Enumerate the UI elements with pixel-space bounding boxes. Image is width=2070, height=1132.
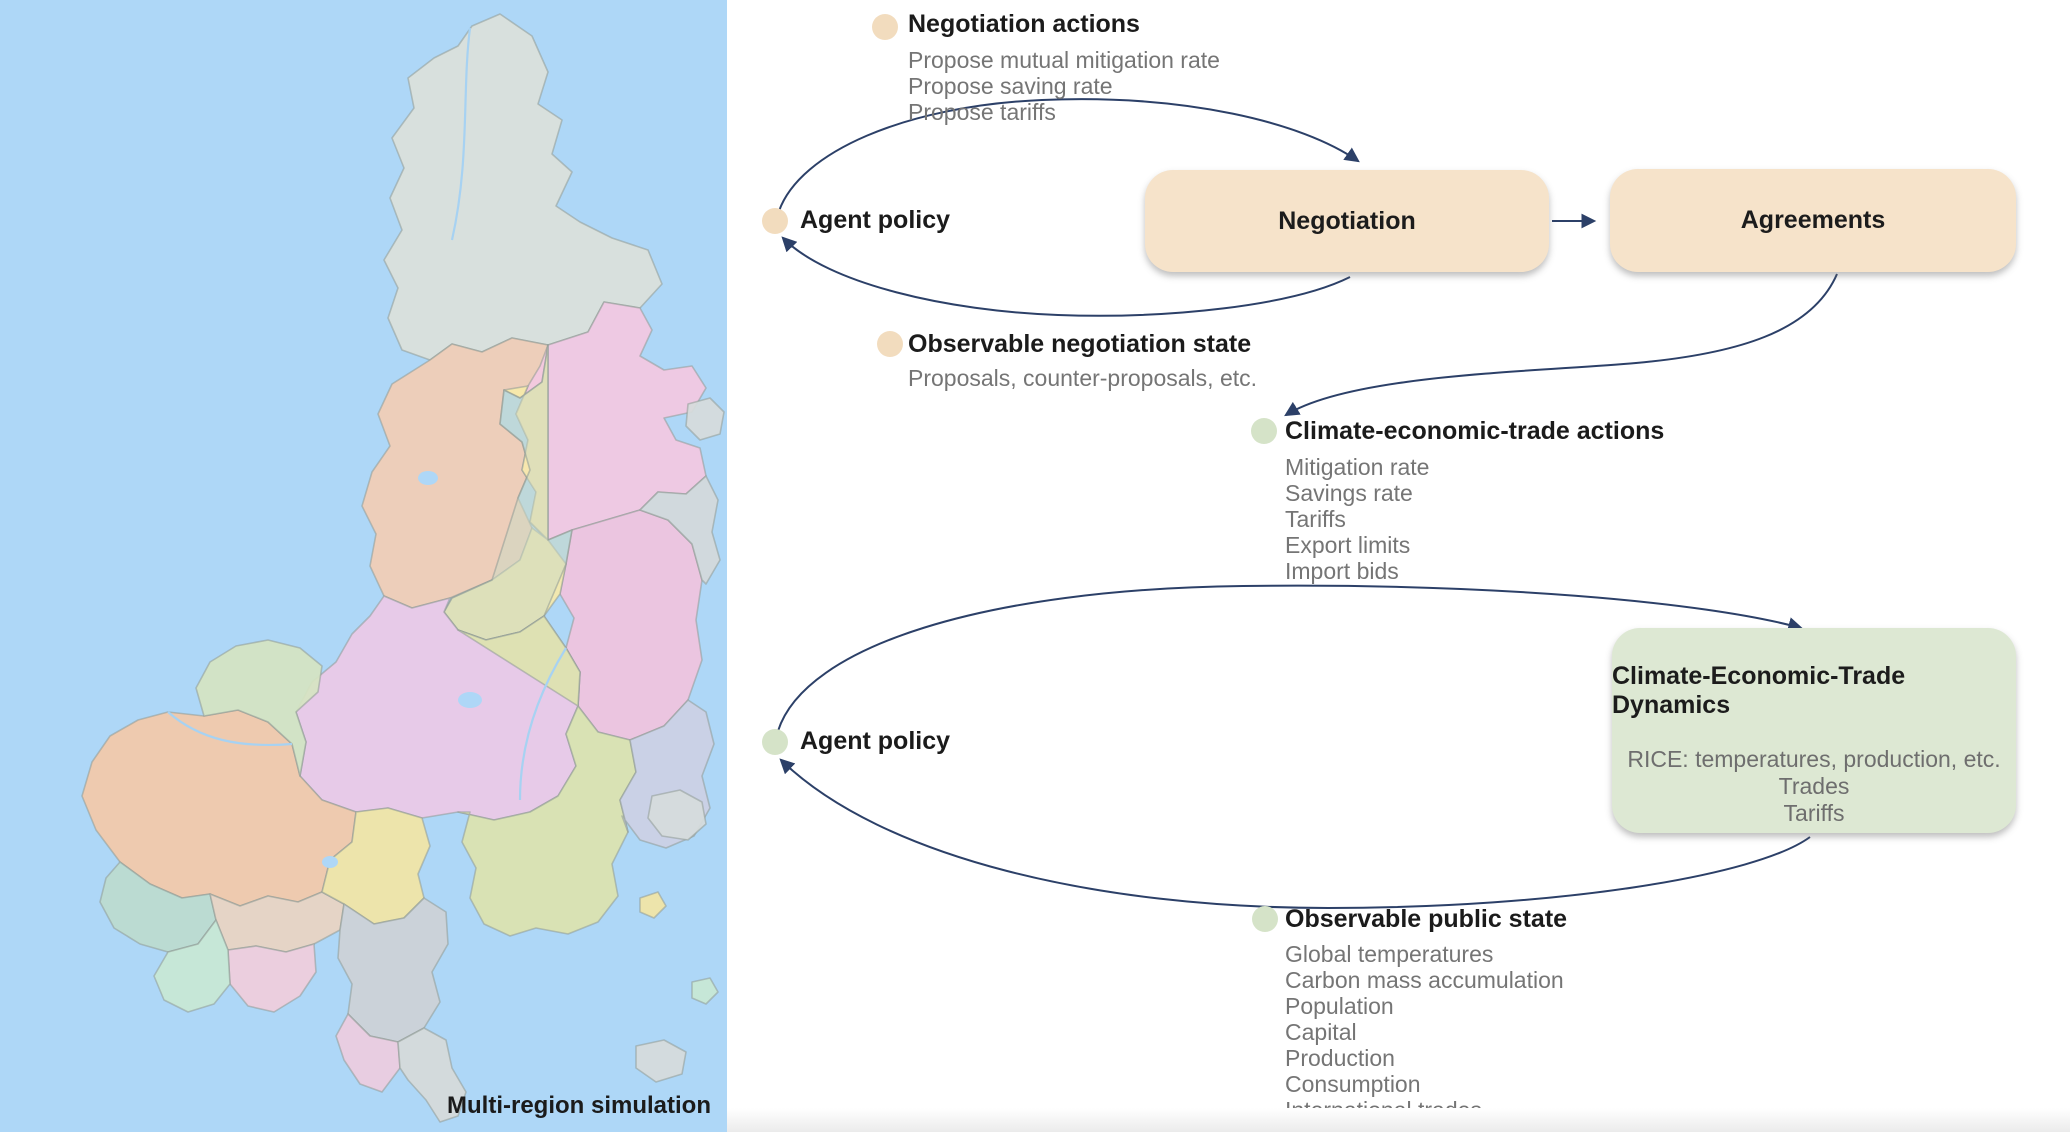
observable-public-title: Observable public state <box>1285 905 1568 933</box>
climate-actions-dot-icon <box>1251 418 1277 444</box>
map-region <box>457 615 637 937</box>
agreements-to-actions-arrow <box>1284 273 1838 417</box>
dynamics-box-body: RICE: temperatures, production, etc. Tra… <box>1627 746 2000 827</box>
list-item: Export limits <box>1285 532 1411 558</box>
climate-actions-block: Climate-economic-trade actions Mitigatio… <box>1285 417 1664 584</box>
slide-bottom-edge <box>727 1108 2070 1132</box>
observable-negotiation-subtitle: Proposals, counter-proposals, etc. <box>908 365 1258 391</box>
observable-negotiation-block: Observable negotiation state Proposals, … <box>908 330 1257 391</box>
list-item: Propose saving rate <box>908 73 1113 99</box>
agreements-box-label: Agreements <box>1740 206 1886 234</box>
list-item: Production <box>1285 1045 1395 1071</box>
observable-negotiation-title: Observable negotiation state <box>908 330 1252 358</box>
negotiation-box-label: Negotiation <box>1278 206 1416 235</box>
agent-policy-bottom-dot-icon <box>762 729 788 755</box>
list-item: Capital <box>1285 1019 1357 1045</box>
map-region <box>153 919 231 1013</box>
climate-actions-title: Climate-economic-trade actions <box>1285 417 1665 445</box>
map-caption: Multi-region simulation <box>447 1092 711 1119</box>
agent-policy-top-dot-icon <box>762 208 788 234</box>
list-item: Consumption <box>1285 1071 1421 1097</box>
map-region <box>227 943 317 1013</box>
observable-public-block: Observable public state Global temperatu… <box>1285 905 1567 1123</box>
map-region <box>397 1027 467 1123</box>
list-item: Carbon mass accumulation <box>1285 967 1564 993</box>
map-region <box>335 1013 401 1093</box>
negotiation-actions-title: Negotiation actions <box>908 10 1140 38</box>
negotiation-actions-dot-icon <box>872 14 898 40</box>
list-item: Savings rate <box>1285 480 1413 506</box>
map-region <box>443 344 573 641</box>
map-region <box>337 897 449 1043</box>
map-rivers <box>167 27 567 801</box>
map-region <box>647 789 707 841</box>
map-region <box>639 891 667 919</box>
list-item: Propose mutual mitigation rate <box>908 47 1220 73</box>
agreements-box: Agreements <box>1610 169 2016 272</box>
map-lakes <box>322 471 482 868</box>
map-region <box>685 397 725 441</box>
agent-policy-top-label: Agent policy <box>800 206 951 234</box>
map-region <box>559 509 703 741</box>
list-item: Mitigation rate <box>1285 454 1430 480</box>
agent-policy-bottom-label: Agent policy <box>800 727 951 755</box>
list-item: Population <box>1285 993 1394 1019</box>
list-item: Tariffs <box>1285 506 1346 532</box>
region-map <box>81 13 725 1123</box>
negotiation-actions-block: Negotiation actions Propose mutual mitig… <box>908 10 1220 125</box>
dynamics-line: Trades <box>1778 773 1850 799</box>
dynamics-line: Tariffs <box>1783 800 1845 826</box>
list-item: Import bids <box>1285 558 1399 584</box>
dynamics-box: Climate-Economic-Trade Dynamics RICE: te… <box>1612 628 2016 833</box>
dynamics-line: RICE: temperatures, production, etc. <box>1627 746 2001 772</box>
list-item: Propose tariffs <box>908 99 1056 125</box>
map-region <box>635 1039 687 1083</box>
map-region <box>195 639 323 777</box>
map-region <box>639 475 721 585</box>
list-item: Global temperatures <box>1285 941 1494 967</box>
multi-region-map-panel: Multi-region simulation <box>0 0 727 1132</box>
map-region <box>691 977 719 1005</box>
observable-public-dot-icon <box>1252 906 1278 932</box>
dynamics-box-title: Climate-Economic-Trade Dynamics <box>1612 662 1906 719</box>
negotiation-box: Negotiation <box>1145 170 1549 272</box>
observable-negotiation-dot-icon <box>877 331 903 357</box>
